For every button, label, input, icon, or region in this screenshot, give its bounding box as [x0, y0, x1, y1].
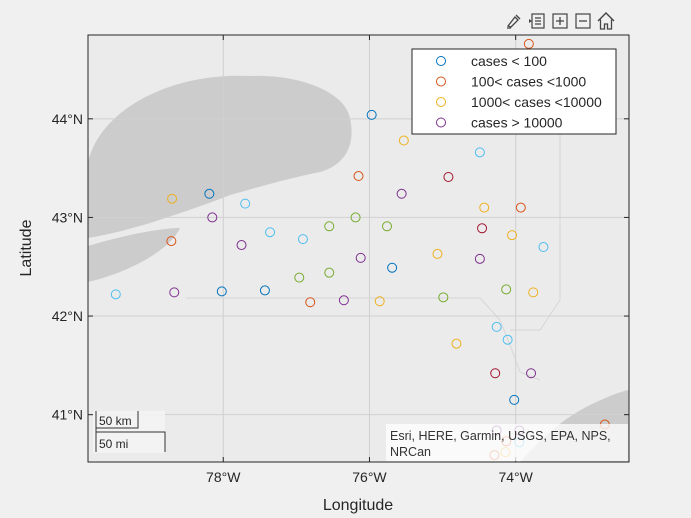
data-point	[204, 188, 215, 199]
data-point	[515, 202, 526, 213]
data-point	[366, 109, 377, 120]
data-point	[207, 212, 218, 223]
data-point	[477, 223, 488, 234]
grid-layer	[88, 35, 629, 462]
lake-erie	[88, 228, 180, 282]
legend-marker	[436, 76, 446, 87]
data-point	[166, 236, 177, 247]
data-point	[509, 394, 520, 405]
data-point	[443, 172, 454, 183]
scale-bar: 50 km 50 mi	[93, 411, 166, 453]
data-point	[474, 253, 485, 264]
legend-box	[411, 48, 617, 135]
data-point	[350, 212, 361, 223]
data-point	[523, 38, 534, 49]
data-point	[432, 248, 443, 259]
datatip-icon[interactable]	[527, 11, 547, 31]
data-point	[324, 221, 335, 232]
legend-label: cases > 10000	[471, 115, 563, 131]
legend-marker	[436, 117, 446, 128]
scale-mi-label: 50 mi	[99, 437, 128, 451]
lake-ontario	[88, 75, 352, 239]
y-tick-label: 42°N	[52, 308, 83, 324]
y-tick-label: 41°N	[52, 407, 83, 423]
data-point	[502, 334, 513, 345]
data-point	[236, 240, 247, 251]
data-point	[526, 368, 537, 379]
x-tick-label: 74°W	[498, 469, 533, 485]
data-point	[396, 188, 407, 199]
legend-marker	[436, 56, 446, 66]
data-point	[294, 272, 305, 283]
x-tick-label: 78°W	[206, 469, 241, 485]
data-point	[240, 198, 251, 209]
legend-label: cases < 100	[471, 53, 547, 69]
data-point	[528, 287, 539, 298]
plot-frame	[87, 34, 630, 463]
brush-icon[interactable]	[504, 11, 524, 31]
legend-label: 1000< cases <10000	[471, 94, 602, 110]
attribution-text: Esri, HERE, Garmin, USGS, EPA, NPS, NRCa…	[390, 429, 614, 459]
x-tick-label: 76°W	[352, 469, 387, 485]
y-axis-label: Latitude	[18, 219, 35, 276]
attribution: Esri, HERE, Garmin, USGS, EPA, NPS, NRCa…	[386, 424, 628, 461]
data-point	[353, 171, 364, 182]
zoom-in-icon[interactable]	[550, 11, 570, 31]
scale-km-label: 50 km	[99, 414, 132, 428]
legend: cases < 100 100< cases <1000 1000< cases <…	[411, 48, 617, 135]
ticks-layer: 78°W 76°W 74°W 41°N 42°N 43°N 44°N	[52, 35, 629, 485]
data-point	[474, 147, 485, 158]
data-point	[265, 227, 276, 238]
data-point	[305, 297, 316, 308]
data-point	[479, 202, 490, 213]
legend-label: 100< cases <1000	[471, 74, 586, 90]
zoom-out-icon[interactable]	[573, 11, 593, 31]
data-point	[355, 252, 366, 263]
data-point	[338, 295, 349, 306]
data-point	[491, 321, 502, 332]
data-point	[374, 296, 385, 307]
home-icon[interactable]	[596, 11, 616, 31]
data-point	[169, 287, 180, 298]
data-point	[398, 135, 409, 146]
axes-toolbar	[504, 9, 630, 33]
data-point	[538, 242, 549, 253]
y-tick-label: 43°N	[52, 209, 83, 225]
data-point	[438, 292, 449, 303]
data-point	[297, 234, 308, 245]
data-point	[259, 285, 270, 296]
y-tick-label: 44°N	[52, 111, 83, 127]
data-point	[387, 262, 398, 273]
data-point	[490, 368, 501, 379]
data-point	[507, 230, 518, 241]
data-point	[110, 289, 121, 300]
data-point	[501, 284, 512, 295]
data-point	[451, 338, 462, 349]
data-point	[216, 286, 227, 297]
data-point	[167, 193, 178, 204]
data-point	[324, 267, 335, 278]
x-axis-label: Longitude	[323, 497, 393, 514]
data-point	[382, 221, 393, 232]
legend-marker	[436, 97, 446, 107]
